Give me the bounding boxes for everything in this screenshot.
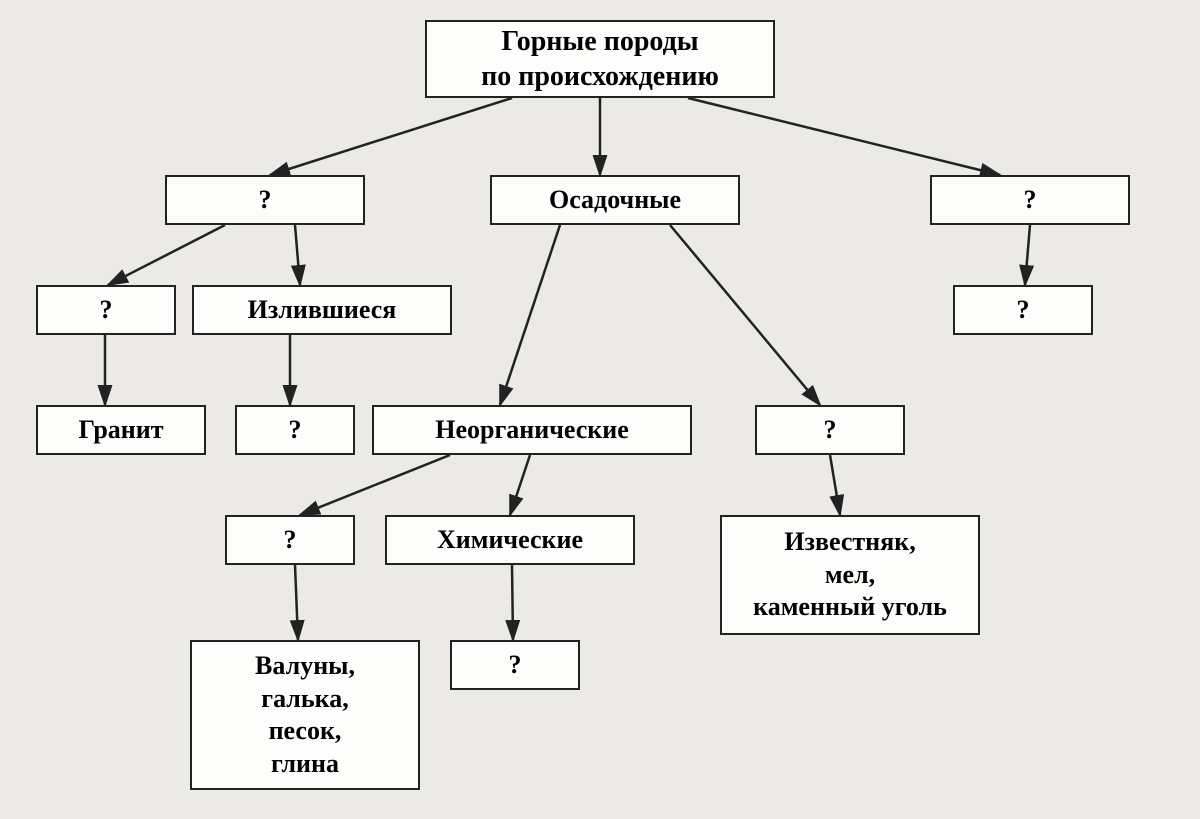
node-l1_left: ? [165, 175, 365, 225]
node-l2_q: ? [36, 285, 176, 335]
node-neorg: Неорганические [372, 405, 692, 455]
node-granit: Гранит [36, 405, 206, 455]
edge-7 [1025, 225, 1030, 285]
edge-11 [510, 455, 530, 515]
node-l1_mid: Осадочные [490, 175, 740, 225]
edge-4 [295, 225, 300, 285]
edge-14 [512, 565, 513, 640]
node-chem_q: ? [450, 640, 580, 690]
edge-12 [830, 455, 840, 515]
node-org_q: ? [755, 405, 905, 455]
edge-5 [500, 225, 560, 405]
node-valuny: Валуны, галька, песок, глина [190, 640, 420, 790]
node-neorg_q: ? [235, 405, 355, 455]
node-l2_izl: Излившиеся [192, 285, 452, 335]
node-l2_rq: ? [953, 285, 1093, 335]
node-obl_q: ? [225, 515, 355, 565]
edge-2 [688, 98, 1000, 175]
edge-10 [300, 455, 450, 515]
edge-0 [270, 98, 512, 175]
edge-6 [670, 225, 820, 405]
node-izvest: Известняк, мел, каменный уголь [720, 515, 980, 635]
node-l1_right: ? [930, 175, 1130, 225]
node-root: Горные породы по происхождению [425, 20, 775, 98]
node-chem: Химические [385, 515, 635, 565]
edge-3 [108, 225, 225, 285]
edge-13 [295, 565, 298, 640]
